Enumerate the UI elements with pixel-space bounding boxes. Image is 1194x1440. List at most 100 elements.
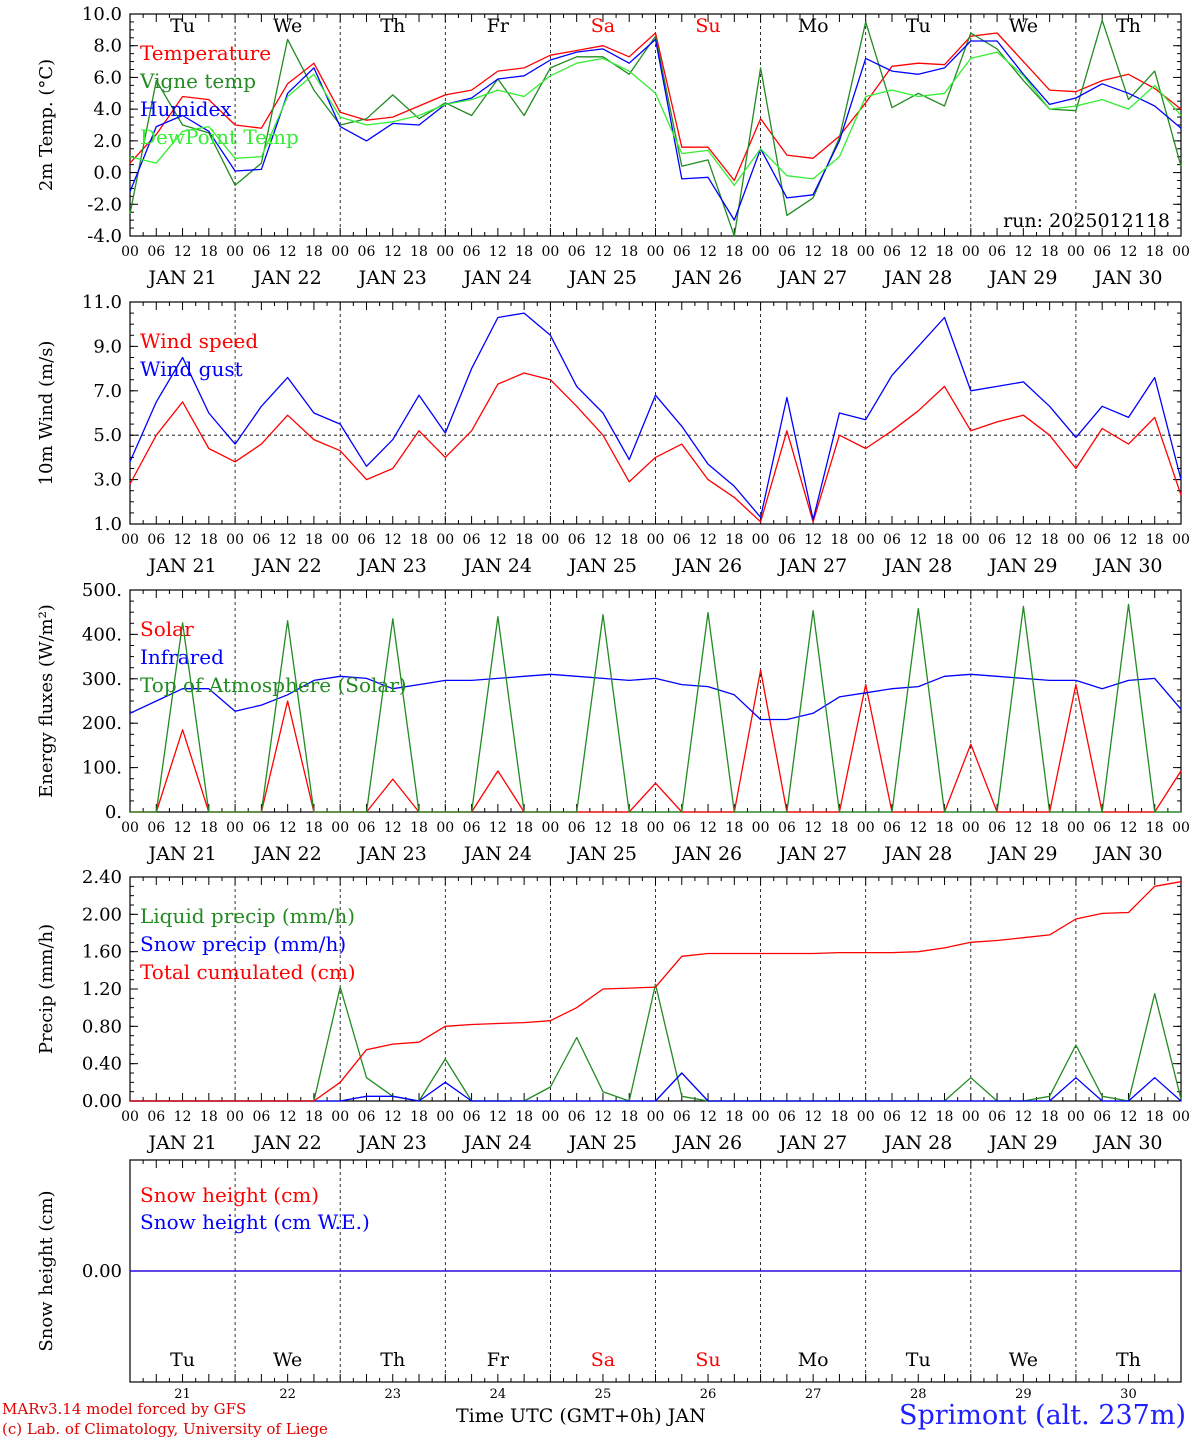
hour-label: 18 [1146, 1109, 1164, 1125]
hour-label: 00 [226, 244, 244, 260]
hour-label: 06 [147, 532, 165, 548]
hour-label: 18 [1041, 1109, 1059, 1125]
series-line-1 [129, 312, 1182, 521]
y-tick-label: 0.80 [82, 1016, 122, 1037]
hour-label: 00 [226, 532, 244, 548]
weekday-label: Fr [487, 15, 510, 37]
day-number: 22 [279, 1387, 296, 1402]
date-label: JAN 26 [672, 267, 742, 289]
hour-label: 12 [384, 532, 402, 548]
hour-label: 18 [305, 820, 323, 836]
y-tick-label: 1.60 [82, 942, 122, 963]
weekday-label: Tu [906, 15, 931, 37]
date-label: JAN 29 [987, 1132, 1057, 1154]
hour-label: 06 [358, 532, 376, 548]
hour-label: 00 [1067, 244, 1085, 260]
hour-label: 00 [331, 820, 349, 836]
hour-label: 18 [1041, 820, 1059, 836]
hour-label: 00 [962, 532, 980, 548]
hour-label: 00 [541, 820, 559, 836]
weekday-label: Th [1116, 15, 1141, 37]
hour-label: 00 [1067, 820, 1085, 836]
hour-label: 18 [831, 244, 849, 260]
weekday-label: We [1009, 1349, 1038, 1371]
hour-label: 18 [1146, 244, 1164, 260]
hour-label: 06 [988, 532, 1006, 548]
legend-1: Snow height (cm W.E.) [140, 1210, 370, 1234]
hour-label: 12 [489, 1109, 507, 1125]
date-label: JAN 22 [252, 843, 322, 865]
hour-label: 00 [436, 532, 454, 548]
hour-label: 12 [699, 1109, 717, 1125]
hour-label: 12 [1120, 1109, 1138, 1125]
hour-label: 12 [594, 244, 612, 260]
hour-label: 18 [515, 244, 533, 260]
model-credit: MARv3.14 model forced by GFS [2, 1400, 247, 1418]
y-tick-label: 1.20 [82, 979, 122, 1000]
hour-label: 12 [174, 820, 192, 836]
y-tick-label: 0.40 [82, 1054, 122, 1075]
hour-label: 00 [121, 244, 139, 260]
legend-1: Vigne temp [139, 69, 256, 93]
hour-label: 12 [699, 820, 717, 836]
hour-label: 12 [909, 1109, 927, 1125]
date-label: JAN 21 [146, 267, 216, 289]
hour-label: 18 [1146, 820, 1164, 836]
date-label: JAN 24 [462, 1132, 532, 1154]
hour-label: 00 [962, 244, 980, 260]
hour-label: 12 [1014, 820, 1032, 836]
y-tick-label: -4.0 [87, 226, 122, 247]
y-tick-label: 2.40 [82, 867, 122, 888]
hour-label: 18 [725, 1109, 743, 1125]
hour-label: 18 [936, 1109, 954, 1125]
hour-label: 00 [752, 532, 770, 548]
hour-label: 12 [699, 244, 717, 260]
hour-label: 00 [647, 820, 665, 836]
hour-label: 00 [331, 1109, 349, 1125]
series-line-0 [129, 32, 1182, 182]
hour-label: 06 [988, 244, 1006, 260]
hour-label: 12 [594, 1109, 612, 1125]
date-label: JAN 28 [882, 555, 952, 577]
hour-label: 12 [909, 244, 927, 260]
hour-label: 12 [1014, 244, 1032, 260]
y-axis-label: 2m Temp. (°C) [36, 59, 57, 191]
y-tick-label: 300. [82, 669, 122, 690]
y-tick-label: 0. [105, 802, 122, 823]
weekday-label: Fr [487, 1349, 510, 1371]
weekday-label: Th [1116, 1349, 1141, 1371]
date-label: JAN 27 [777, 1132, 847, 1154]
x-axis-title: Time UTC (GMT+0h) JAN [456, 1405, 706, 1427]
y-tick-label: 9.0 [93, 336, 122, 357]
hour-label: 18 [620, 1109, 638, 1125]
hour-label: 06 [358, 244, 376, 260]
hour-label: 12 [279, 1109, 297, 1125]
hour-label: 00 [121, 1109, 139, 1125]
hour-label: 12 [1014, 532, 1032, 548]
hour-label: 18 [620, 244, 638, 260]
day-number: 29 [1015, 1387, 1032, 1402]
y-tick-label: 11.0 [82, 292, 122, 313]
hour-label: 06 [988, 1109, 1006, 1125]
hour-label: 12 [1120, 820, 1138, 836]
hour-label: 00 [1172, 532, 1190, 548]
weekday-label: We [273, 1349, 302, 1371]
date-label: JAN 21 [146, 1132, 216, 1154]
hour-label: 18 [515, 532, 533, 548]
day-number: 26 [700, 1387, 717, 1402]
hour-label: 12 [804, 820, 822, 836]
hour-label: 18 [305, 532, 323, 548]
hour-label: 12 [804, 532, 822, 548]
date-label: JAN 27 [777, 555, 847, 577]
weekday-label: We [1009, 15, 1038, 37]
y-tick-label: -2.0 [87, 194, 122, 215]
hour-label: 06 [1093, 244, 1111, 260]
day-number: 24 [490, 1387, 507, 1402]
y-tick-label: 0.00 [82, 1261, 122, 1282]
hour-label: 12 [909, 820, 927, 836]
hour-label: 06 [1093, 1109, 1111, 1125]
date-label: JAN 25 [567, 267, 637, 289]
weekday-label: Th [380, 1349, 405, 1371]
hour-label: 06 [463, 532, 481, 548]
hour-label: 18 [200, 244, 218, 260]
